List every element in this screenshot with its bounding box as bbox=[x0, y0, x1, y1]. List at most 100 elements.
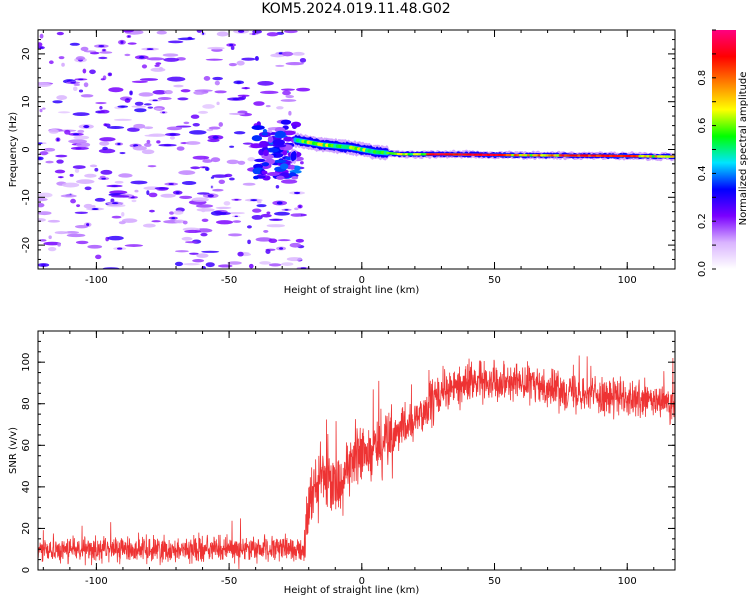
noise-blob bbox=[166, 126, 183, 131]
noise-blob bbox=[182, 220, 188, 225]
heatmap-x-tick-label: 50 bbox=[488, 275, 501, 286]
noise-blob bbox=[56, 159, 64, 164]
noise-blob bbox=[226, 159, 240, 165]
colorbar-tick-label: 0.0 bbox=[697, 261, 708, 277]
heatmap-y-axis-label: Frequency (Hz) bbox=[8, 112, 19, 188]
noise-blob bbox=[190, 114, 200, 119]
noise-blob bbox=[280, 119, 292, 125]
noise-core bbox=[146, 48, 154, 51]
noise-blob bbox=[105, 123, 111, 128]
noise-blob bbox=[138, 92, 154, 97]
noise-core bbox=[111, 202, 119, 205]
noise-blob bbox=[84, 186, 92, 191]
noise-blob bbox=[148, 192, 158, 198]
noise-blob bbox=[38, 197, 48, 202]
noise-core bbox=[38, 157, 42, 160]
noise-blob bbox=[118, 173, 133, 178]
noise-blob bbox=[70, 198, 76, 204]
heatmap-y-tick-label: 20 bbox=[21, 48, 32, 61]
noise-blob bbox=[121, 211, 125, 217]
noise-blob bbox=[296, 87, 311, 92]
noise-blob bbox=[127, 127, 140, 132]
noise-blob bbox=[134, 101, 144, 106]
noise-blob bbox=[267, 136, 274, 143]
noise-blob bbox=[98, 56, 108, 60]
noise-core bbox=[168, 183, 174, 186]
noise-blob bbox=[147, 106, 154, 109]
noise-blob bbox=[154, 107, 163, 111]
noise-blob bbox=[62, 182, 80, 188]
snr-series-line bbox=[38, 355, 675, 569]
noise-blob bbox=[156, 140, 161, 144]
noise-core bbox=[120, 40, 124, 44]
noise-blob bbox=[280, 179, 298, 184]
noise-core bbox=[111, 185, 118, 187]
noise-blob bbox=[83, 203, 93, 209]
noise-blob bbox=[102, 146, 108, 151]
noise-blob bbox=[52, 100, 63, 104]
noise-core bbox=[108, 73, 111, 76]
noise-blob bbox=[205, 262, 215, 268]
colorbar-label: Normalized spectral amplitude bbox=[738, 72, 749, 226]
noise-core bbox=[139, 55, 145, 59]
noise-blob bbox=[260, 213, 272, 218]
noise-blob bbox=[83, 50, 97, 53]
snr-frame bbox=[37, 330, 676, 571]
noise-blob bbox=[181, 181, 197, 186]
noise-blob bbox=[72, 165, 86, 169]
noise-blob bbox=[229, 145, 235, 148]
noise-core bbox=[59, 176, 63, 178]
heatmap-y-tick-label: -10 bbox=[21, 189, 32, 205]
snr-x-axis-label: Height of straight line (km) bbox=[284, 585, 420, 596]
noise-blob bbox=[80, 94, 94, 98]
snr-x-tick-label: 0 bbox=[359, 576, 365, 587]
noise-blob bbox=[57, 111, 71, 114]
noise-blob bbox=[77, 129, 85, 133]
noise-blob bbox=[200, 232, 208, 237]
noise-blob bbox=[242, 142, 254, 145]
noise-blob bbox=[266, 211, 271, 215]
noise-blob bbox=[218, 122, 223, 127]
noise-blob bbox=[56, 31, 64, 36]
heatmap-y-tick-label: 0 bbox=[21, 146, 32, 152]
noise-blob bbox=[261, 162, 270, 167]
noise-blob bbox=[218, 179, 226, 184]
noise-blob bbox=[216, 101, 220, 106]
noise-blob bbox=[289, 164, 295, 170]
noise-blob bbox=[227, 261, 242, 265]
noise-blob bbox=[247, 239, 251, 245]
noise-blob bbox=[281, 51, 294, 57]
noise-core bbox=[91, 208, 99, 210]
noise-blob bbox=[241, 57, 256, 61]
snr-plot-area bbox=[38, 355, 675, 569]
noise-blob bbox=[99, 106, 103, 110]
noise-blob bbox=[253, 101, 265, 106]
trace-band bbox=[292, 150, 297, 161]
noise-blob bbox=[143, 142, 152, 147]
noise-blob bbox=[38, 202, 45, 208]
snr-y-tick-label: 40 bbox=[21, 481, 32, 494]
noise-blob bbox=[202, 159, 213, 163]
noise-blob bbox=[141, 149, 155, 155]
noise-core bbox=[127, 35, 130, 38]
noise-blob bbox=[268, 238, 278, 243]
noise-blob bbox=[113, 118, 132, 121]
noise-blob bbox=[124, 244, 144, 247]
noise-blob bbox=[184, 229, 201, 234]
noise-core bbox=[162, 111, 166, 114]
noise-blob bbox=[48, 128, 59, 134]
noise-blob bbox=[74, 224, 89, 229]
noise-blob bbox=[280, 163, 289, 170]
noise-blob bbox=[166, 76, 186, 82]
noise-blob bbox=[214, 90, 227, 94]
noise-blob bbox=[39, 108, 43, 113]
noise-blob bbox=[174, 250, 189, 253]
snr-x-tick-label: -50 bbox=[221, 576, 237, 587]
noise-blob bbox=[248, 263, 254, 269]
noise-blob bbox=[289, 242, 302, 248]
noise-blob bbox=[286, 257, 303, 262]
noise-blob bbox=[160, 193, 176, 198]
noise-blob bbox=[214, 80, 220, 86]
noise-blob bbox=[100, 78, 105, 81]
noise-blob bbox=[121, 30, 134, 33]
